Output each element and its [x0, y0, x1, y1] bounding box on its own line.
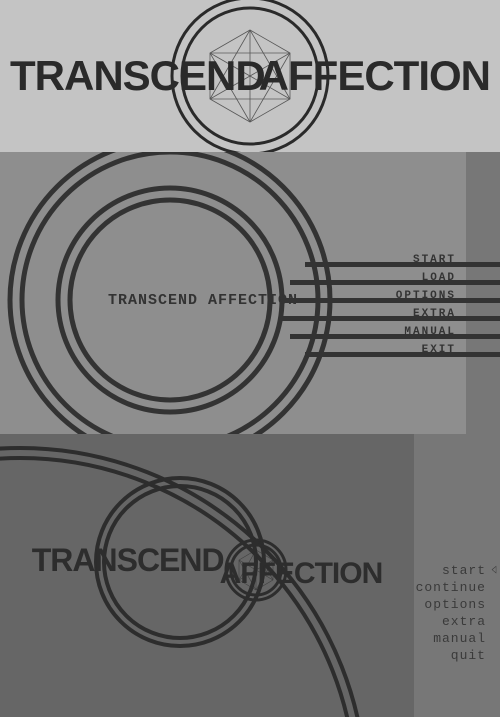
- alt-word-1: TRANSCEND: [32, 542, 224, 579]
- alt-item-continue[interactable]: continue: [416, 579, 486, 596]
- logo-banner: TRANSCENDAFFECTION: [0, 0, 500, 152]
- alt-item-manual[interactable]: manual: [416, 630, 486, 647]
- logo-word-1: TRANSCEND: [10, 52, 265, 100]
- alt-item-options[interactable]: options: [416, 596, 486, 613]
- main-menu: START LOAD OPTIONS EXTRA MANUAL EXIT: [396, 254, 460, 362]
- menu-item-extra[interactable]: EXTRA: [396, 308, 460, 326]
- menu-item-load[interactable]: LOAD: [396, 272, 460, 290]
- alt-menu-screen: TRANSCENDAFFECTION start continue option…: [0, 434, 500, 717]
- menu-item-exit[interactable]: EXIT: [396, 344, 460, 362]
- alt-menu: start continue options extra manual quit: [416, 562, 486, 664]
- alt-word-2: AFFECTION: [220, 557, 383, 591]
- menu-item-manual[interactable]: MANUAL: [396, 326, 460, 344]
- alt-item-start[interactable]: start: [416, 562, 486, 579]
- alt-item-extra[interactable]: extra: [416, 613, 486, 630]
- menu-item-start[interactable]: START: [396, 254, 460, 272]
- caret-icon: ◁: [492, 562, 497, 577]
- alt-title: TRANSCENDAFFECTION: [0, 542, 414, 579]
- alt-item-quit[interactable]: quit: [416, 647, 486, 664]
- logo-word-2: AFFECTION: [259, 52, 490, 100]
- main-menu-screen: TRANSCEND AFFECTION START LOAD OPTIONS E…: [0, 152, 500, 434]
- logo-title: TRANSCENDAFFECTION: [10, 52, 490, 100]
- menu-item-options[interactable]: OPTIONS: [396, 290, 460, 308]
- main-title: TRANSCEND AFFECTION: [108, 292, 298, 309]
